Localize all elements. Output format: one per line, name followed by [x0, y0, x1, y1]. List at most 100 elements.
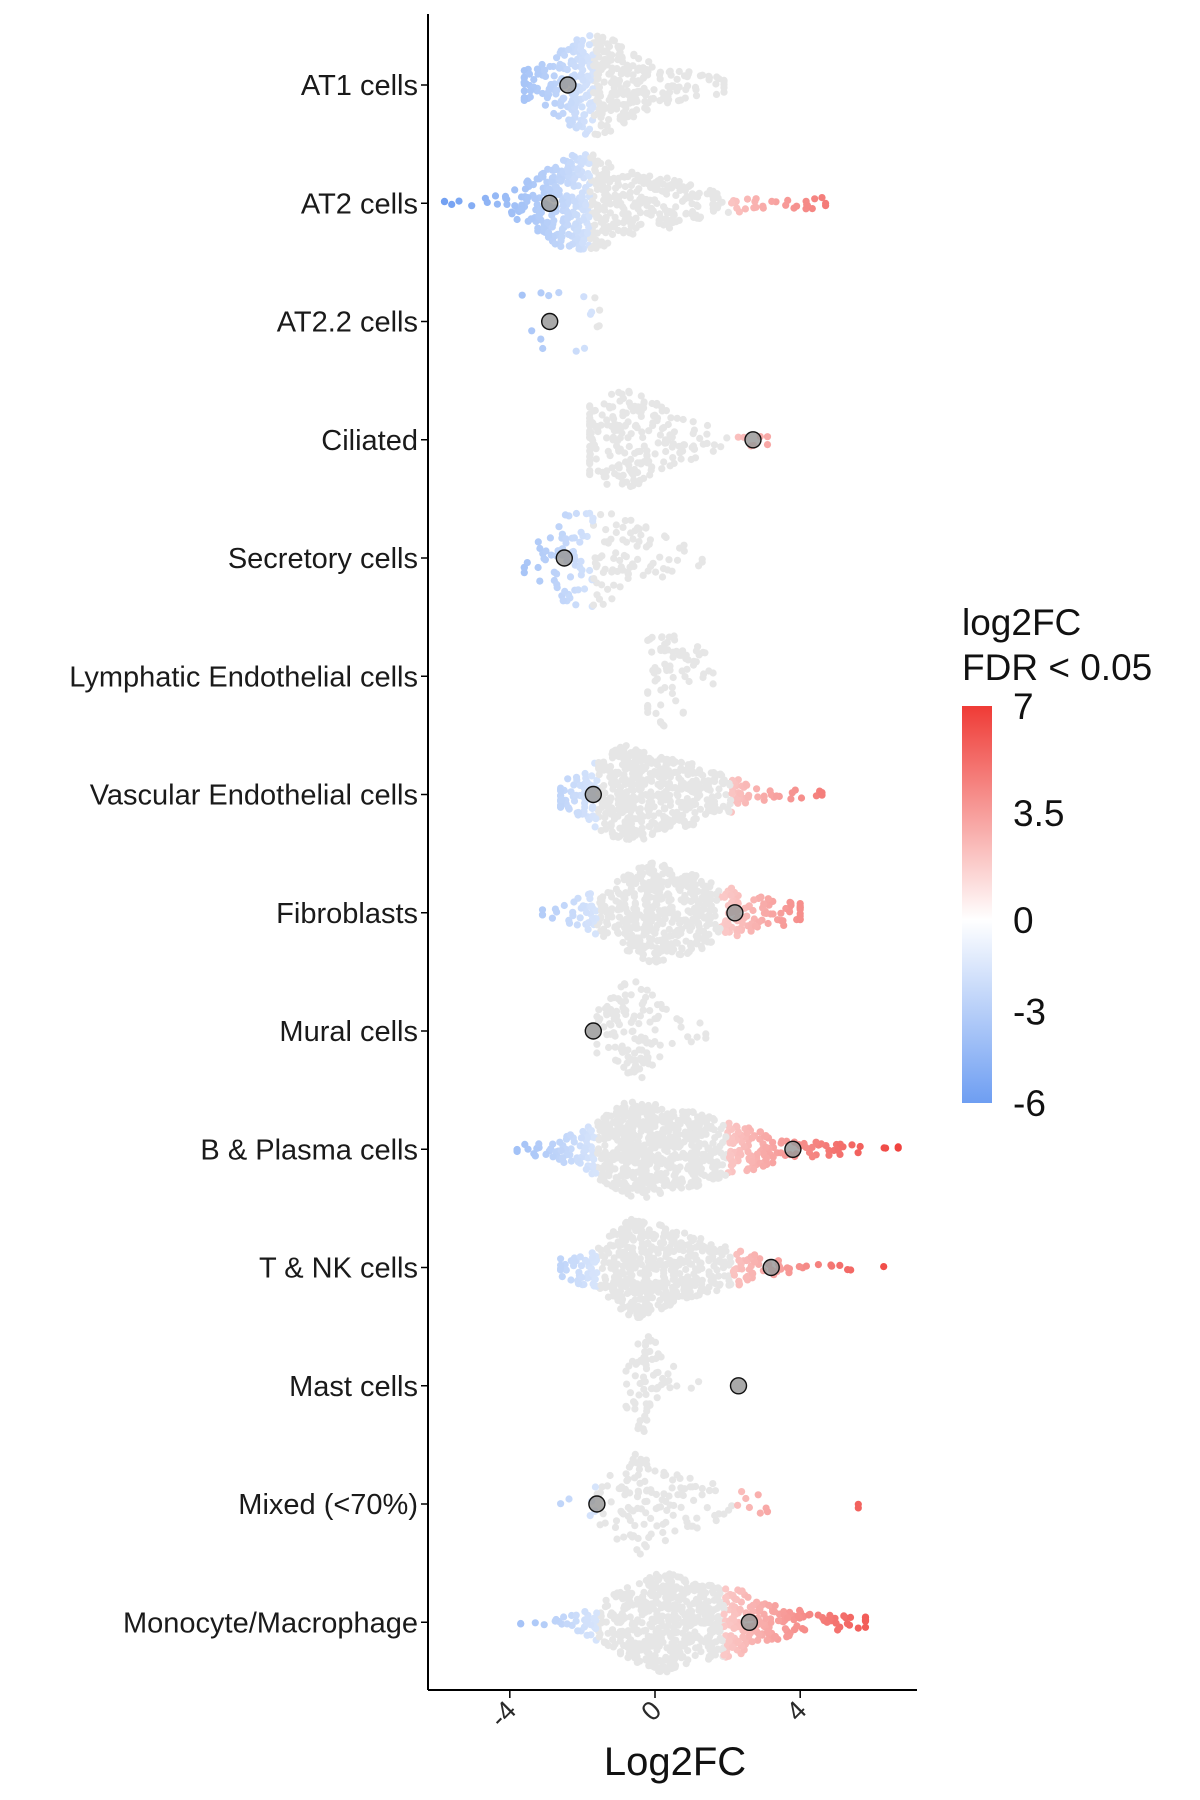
data-point [698, 1484, 706, 1493]
data-point [608, 79, 616, 87]
data-point [543, 94, 552, 102]
data-point [652, 1505, 660, 1513]
data-point [501, 192, 510, 200]
data-point [854, 1149, 862, 1157]
data-point [611, 1280, 619, 1288]
data-point [651, 411, 659, 419]
data-point [621, 422, 629, 430]
data-point [596, 42, 605, 50]
data-point [742, 1494, 750, 1503]
data-point [707, 895, 715, 903]
data-point [689, 1236, 698, 1244]
data-point [555, 289, 563, 297]
data-point [659, 870, 667, 878]
data-point [617, 997, 625, 1005]
data-point [592, 180, 600, 188]
data-point [609, 1643, 618, 1651]
data-point [705, 1248, 714, 1256]
data-point [602, 809, 610, 818]
data-point [664, 760, 672, 768]
data-point [640, 458, 648, 466]
data-point [616, 902, 624, 911]
data-point [525, 70, 534, 78]
data-point [607, 820, 615, 828]
data-point [591, 1275, 599, 1283]
data-point [584, 55, 592, 63]
data-point [518, 291, 526, 299]
data-point [546, 534, 555, 542]
data-point [616, 583, 624, 591]
data-point [520, 564, 528, 572]
data-point [557, 1500, 565, 1508]
data-point [764, 919, 772, 928]
data-point [608, 98, 616, 106]
data-point [610, 994, 618, 1002]
data-point [652, 568, 660, 576]
data-point [691, 1135, 699, 1143]
data-point [527, 215, 535, 223]
data-point [617, 792, 626, 800]
data-point [539, 173, 547, 181]
data-point [645, 427, 653, 435]
data-point [690, 1143, 698, 1151]
data-point [759, 1162, 767, 1170]
data-point [523, 559, 531, 567]
data-point [563, 192, 571, 200]
data-point [627, 821, 635, 829]
data-point [641, 1477, 649, 1485]
data-point [635, 1132, 643, 1140]
data-point [602, 1111, 610, 1119]
data-point [679, 766, 688, 774]
data-point [788, 789, 796, 797]
data-point [750, 1166, 758, 1174]
data-point [644, 703, 652, 711]
data-point [718, 771, 726, 780]
data-point [600, 932, 608, 941]
data-point [632, 920, 640, 928]
data-point [675, 67, 683, 76]
data-point [755, 1630, 763, 1639]
data-point [547, 1145, 555, 1153]
data-point [648, 63, 656, 71]
data-point [602, 1125, 610, 1133]
data-point [557, 177, 565, 185]
data-point [601, 819, 609, 828]
data-point [576, 538, 584, 546]
data-point [651, 1122, 659, 1130]
swarm-mast-cells [622, 1333, 703, 1435]
data-point [662, 765, 670, 774]
data-point [683, 665, 691, 673]
data-point [682, 86, 690, 94]
data-point [610, 554, 618, 563]
data-point [646, 1007, 654, 1015]
data-point [591, 294, 599, 302]
data-point [593, 776, 601, 785]
data-point [643, 106, 651, 114]
data-point [557, 1255, 565, 1263]
data-point [631, 1056, 639, 1064]
data-point [636, 77, 644, 85]
data-point [636, 805, 644, 813]
data-point [586, 458, 594, 466]
data-point [664, 646, 672, 654]
data-point [638, 791, 646, 799]
data-point [684, 1656, 692, 1664]
data-point [538, 60, 546, 69]
data-point [660, 1269, 668, 1277]
data-point [594, 131, 602, 139]
data-point [619, 1004, 627, 1012]
data-point [595, 759, 603, 767]
data-point [604, 1293, 613, 1301]
data-point [541, 72, 550, 80]
data-point [624, 1190, 632, 1198]
data-point [681, 195, 689, 203]
data-point [796, 915, 804, 923]
data-point [695, 1378, 703, 1386]
data-point [690, 769, 698, 777]
data-point [645, 1226, 653, 1234]
data-point [576, 781, 584, 790]
data-point [715, 1256, 724, 1264]
data-point [651, 450, 659, 458]
data-point [703, 430, 711, 438]
data-point [606, 1471, 614, 1480]
